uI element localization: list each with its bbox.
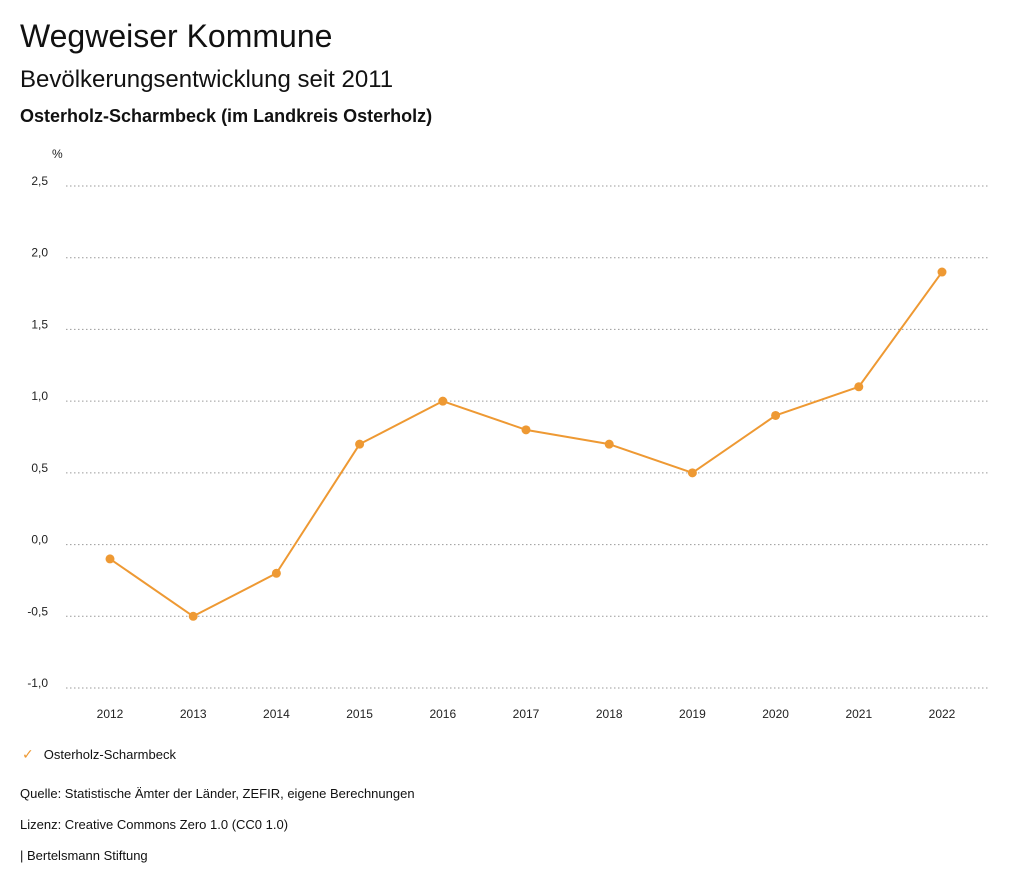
grid-lines <box>66 185 990 689</box>
y-tick-label: -1,0 <box>27 676 48 690</box>
x-tick-label: 2021 <box>845 707 872 721</box>
y-tick-label: 2,0 <box>31 246 48 260</box>
x-tick-label: 2019 <box>679 707 706 721</box>
series-osterholz-scharmbeck <box>105 267 947 621</box>
x-tick-label: 2015 <box>346 707 373 721</box>
y-tick-label: 1,0 <box>31 389 48 403</box>
data-point <box>105 554 115 564</box>
data-point <box>521 425 531 435</box>
data-point <box>771 410 781 420</box>
x-tick-label: 2012 <box>97 707 124 721</box>
region-label: Osterholz-Scharmbeck (im Landkreis Oster… <box>20 106 433 126</box>
x-tick-label: 2013 <box>180 707 207 721</box>
x-tick-label: 2022 <box>929 707 956 721</box>
data-point <box>355 439 365 449</box>
chart-title: Wegweiser Kommune <box>20 18 333 54</box>
source-note: Quelle: Statistische Ämter der Länder, Z… <box>20 786 415 801</box>
data-point <box>854 382 864 392</box>
legend-item-osterholz-scharmbeck[interactable]: ✓ Osterholz-Scharmbeck <box>22 745 176 763</box>
y-tick-label: -0,5 <box>27 604 48 618</box>
y-tick-label: 1,5 <box>31 317 48 331</box>
data-point <box>604 439 614 449</box>
x-tick-label: 2017 <box>513 707 540 721</box>
data-point <box>438 396 448 406</box>
y-tick-label: 0,0 <box>31 533 48 547</box>
y-axis-unit: % <box>52 147 63 161</box>
y-tick-label: 2,5 <box>31 174 48 188</box>
y-tick-label: 0,5 <box>31 461 48 475</box>
data-point <box>188 611 198 621</box>
chart-subtitle: Bevölkerungsentwicklung seit 2011 <box>20 66 394 93</box>
x-tick-label: 2014 <box>263 707 290 721</box>
y-axis-ticks: 2,5 2,0 1,5 1,0 0,5 0,0 -0,5 -1,0 <box>27 174 48 690</box>
check-icon: ✓ <box>22 746 34 762</box>
data-point <box>687 468 697 478</box>
line-chart: % 2,52,01,51,00,50,0-0,5-1,0 2012 2013 201… <box>27 147 990 721</box>
x-tick-label: 2020 <box>762 707 789 721</box>
publisher-note: | Bertelsmann Stiftung <box>20 848 148 863</box>
x-tick-label: 2016 <box>429 707 456 721</box>
x-axis-ticks: 2012 2013 2014 2015 2016 2017 2018 2019 2020 2021… <box>97 707 956 721</box>
data-point <box>937 267 947 277</box>
series-line <box>109 271 943 618</box>
legend-label: Osterholz-Scharmbeck <box>43 746 176 762</box>
x-tick-label: 2018 <box>596 707 623 721</box>
data-point <box>271 568 281 578</box>
license-note: Lizenz: Creative Commons Zero 1.0 (CC0 1… <box>20 817 289 832</box>
